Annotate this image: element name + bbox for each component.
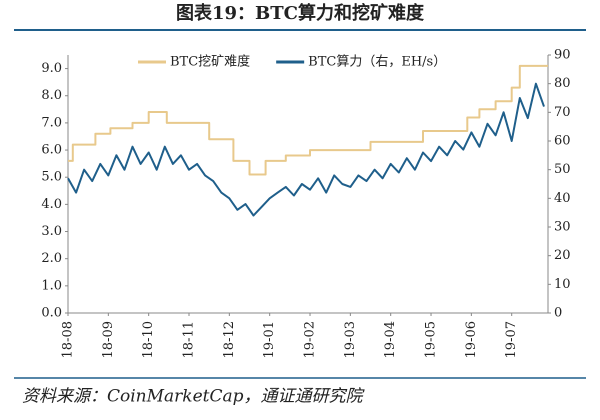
- y-tick-label: 0.0: [41, 306, 62, 321]
- y2-tick-label: 40: [554, 191, 571, 206]
- x-tick-label: 18-10: [141, 321, 156, 358]
- y2-tick-label: 50: [554, 162, 571, 177]
- x-tick-label: 19-05: [424, 321, 439, 358]
- y2-tick-label: 90: [554, 48, 571, 63]
- y-tick-label: 7.0: [41, 115, 62, 130]
- y-tick-label: 3.0: [41, 224, 62, 239]
- x-tick-label: 19-07: [504, 321, 519, 358]
- chart-title: 图表19：BTC算力和挖矿难度: [176, 2, 425, 24]
- y2-tick-label: 10: [554, 277, 571, 292]
- y-tick-label: 6.0: [41, 143, 62, 158]
- legend-label: BTC算力（右，EH/s）: [308, 55, 446, 70]
- y2-tick-label: 0: [554, 306, 562, 321]
- y-tick-label: 2.0: [41, 251, 62, 266]
- y-tick-label: 1.0: [41, 278, 62, 293]
- y-tick-label: 9.0: [41, 61, 62, 76]
- x-tick-label: 19-04: [383, 321, 398, 358]
- y2-tick-label: 30: [554, 220, 571, 235]
- y2-tick-label: 20: [554, 248, 571, 263]
- x-tick-label: 18-09: [101, 321, 116, 358]
- x-tick-label: 19-06: [464, 321, 479, 358]
- x-tick-label: 18-12: [222, 321, 237, 358]
- series-line: [67, 82, 545, 217]
- legend-label: BTC挖矿难度: [170, 54, 250, 70]
- y2-tick-label: 80: [554, 76, 571, 91]
- y-tick-label: 5.0: [41, 170, 62, 185]
- x-tick-label: 18-08: [61, 321, 76, 358]
- x-tick-label: 19-02: [303, 321, 318, 358]
- x-tick-label: 19-01: [262, 321, 277, 358]
- y-tick-label: 8.0: [41, 88, 62, 103]
- x-tick-label: 18-11: [182, 321, 197, 358]
- x-tick-label: 19-03: [343, 321, 358, 358]
- source: 资料来源：CoinMarketCap，通证通研究院: [22, 387, 366, 407]
- series-line: [68, 64, 548, 176]
- y-tick-label: 4.0: [41, 197, 62, 212]
- y2-tick-label: 60: [554, 134, 571, 149]
- y2-tick-label: 70: [554, 105, 571, 120]
